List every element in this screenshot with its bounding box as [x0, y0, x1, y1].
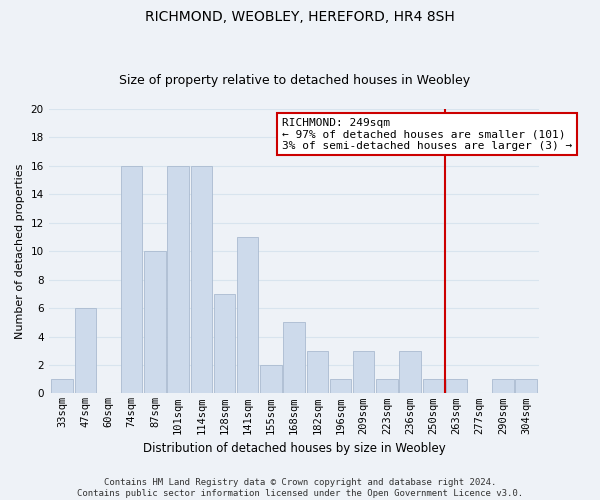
Bar	[167, 166, 189, 394]
Bar	[307, 350, 328, 394]
Text: RICHMOND, WEOBLEY, HEREFORD, HR4 8SH: RICHMOND, WEOBLEY, HEREFORD, HR4 8SH	[145, 10, 455, 24]
Text: RICHMOND: 249sqm
← 97% of detached houses are smaller (101)
3% of semi-detached : RICHMOND: 249sqm ← 97% of detached house…	[282, 118, 572, 150]
Bar	[376, 379, 398, 394]
Bar	[237, 237, 259, 394]
Bar	[74, 308, 96, 394]
Title: Size of property relative to detached houses in Weobley: Size of property relative to detached ho…	[119, 74, 470, 87]
X-axis label: Distribution of detached houses by size in Weobley: Distribution of detached houses by size …	[143, 442, 445, 455]
Bar	[446, 379, 467, 394]
Bar	[353, 350, 374, 394]
Bar	[121, 166, 142, 394]
Bar	[492, 379, 514, 394]
Bar	[283, 322, 305, 394]
Bar	[400, 350, 421, 394]
Bar	[52, 379, 73, 394]
Bar	[214, 294, 235, 394]
Bar	[144, 251, 166, 394]
Y-axis label: Number of detached properties: Number of detached properties	[15, 164, 25, 339]
Bar	[515, 379, 537, 394]
Text: Contains HM Land Registry data © Crown copyright and database right 2024.
Contai: Contains HM Land Registry data © Crown c…	[77, 478, 523, 498]
Bar	[422, 379, 444, 394]
Bar	[191, 166, 212, 394]
Bar	[330, 379, 351, 394]
Bar	[260, 365, 281, 394]
